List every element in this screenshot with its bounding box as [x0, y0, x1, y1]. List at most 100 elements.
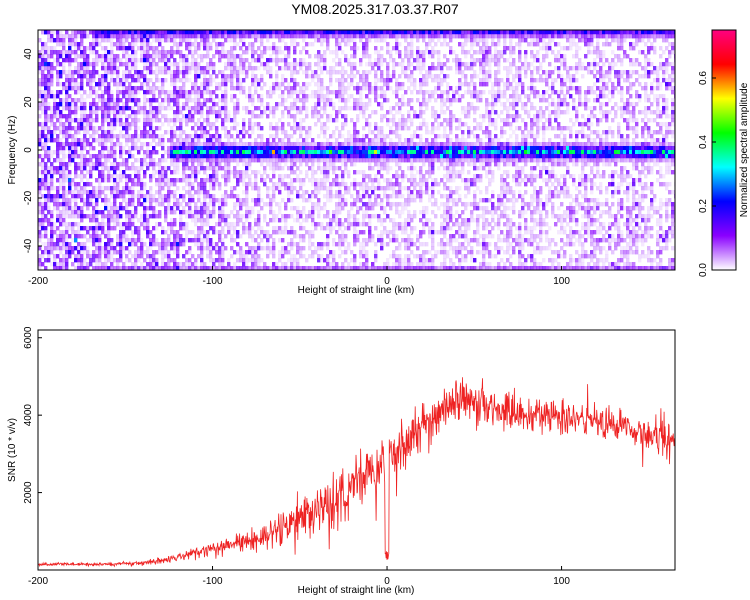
heatmap-cell — [389, 78, 393, 83]
heatmap-cell — [338, 86, 342, 91]
heatmap-cell — [179, 70, 183, 75]
heatmap-cell — [200, 94, 204, 99]
heatmap-cell — [107, 238, 111, 243]
heatmap-cell — [110, 162, 114, 167]
heatmap-cell — [299, 238, 303, 243]
heatmap-cell — [191, 82, 195, 87]
heatmap-cell — [164, 130, 168, 135]
heatmap-cell — [71, 58, 75, 63]
heatmap-cell — [152, 138, 156, 143]
heatmap-cell — [146, 46, 150, 51]
heatmap-cell — [164, 70, 168, 75]
heatmap-cell — [317, 186, 321, 191]
heatmap-cell — [89, 70, 93, 75]
heatmap-cell — [131, 46, 135, 51]
heatmap-cell — [401, 154, 405, 159]
heatmap-cell — [179, 94, 183, 99]
heatmap-cell — [290, 242, 294, 247]
heatmap-cell — [134, 142, 138, 147]
heatmap-cell — [344, 106, 348, 111]
heatmap-cell — [62, 214, 66, 219]
heatmap-cell — [68, 82, 72, 87]
heatmap-cell — [263, 218, 267, 223]
heatmap-cell — [341, 82, 345, 87]
heatmap-cell — [296, 106, 300, 111]
heatmap-cell — [65, 146, 69, 151]
heatmap-cell — [227, 142, 231, 147]
heatmap-cell — [38, 142, 42, 147]
heatmap-cell — [86, 46, 90, 51]
heatmap-cell — [206, 46, 210, 51]
heatmap-cell — [188, 250, 192, 255]
heatmap-cell — [92, 190, 96, 195]
heatmap-cell — [233, 118, 237, 123]
heatmap-cell — [137, 138, 141, 143]
heatmap-cell — [239, 138, 243, 143]
heatmap-cell — [239, 78, 243, 83]
heatmap-cell — [296, 190, 300, 195]
heatmap-cell — [398, 262, 402, 267]
heatmap-cell — [323, 50, 327, 55]
heatmap-cell — [164, 34, 168, 39]
heatmap-cell — [233, 66, 237, 71]
heatmap-cell — [245, 262, 249, 267]
heatmap-cell — [56, 178, 60, 183]
heatmap-cell — [137, 106, 141, 111]
heatmap-cell — [134, 70, 138, 75]
heatmap-cell — [185, 210, 189, 215]
heatmap-cell — [119, 230, 123, 235]
heatmap-cell — [275, 34, 279, 39]
heatmap-cell — [305, 62, 309, 67]
heatmap-cell — [41, 202, 45, 207]
heatmap-cell — [401, 146, 405, 151]
heatmap-cell — [383, 210, 387, 215]
heatmap-cell — [383, 114, 387, 119]
heatmap-cell — [59, 70, 63, 75]
heatmap-cell — [251, 262, 255, 267]
heatmap-cell — [389, 110, 393, 115]
heatmap-cell — [386, 146, 390, 151]
heatmap-cell — [245, 170, 249, 175]
heatmap-cell — [287, 214, 291, 219]
heatmap-cell — [68, 162, 72, 167]
heatmap-cell — [155, 46, 159, 51]
heatmap-cell — [368, 150, 372, 155]
heatmap-cell — [302, 62, 306, 67]
heatmap-cell — [233, 86, 237, 91]
heatmap-cell — [353, 38, 357, 43]
heatmap-cell — [173, 218, 177, 223]
heatmap-cell — [110, 62, 114, 67]
heatmap-cell — [257, 98, 261, 103]
heatmap-cell — [230, 82, 234, 87]
heatmap-cell — [212, 266, 216, 270]
heatmap-cell — [251, 182, 255, 187]
heatmap-cell — [59, 210, 63, 215]
heatmap-cell — [155, 98, 159, 103]
heatmap-cell — [293, 102, 297, 107]
heatmap-cell — [200, 102, 204, 107]
heatmap-cell — [377, 162, 381, 167]
heatmap-cell — [47, 246, 51, 251]
heatmap-cell — [338, 98, 342, 103]
heatmap-cell — [308, 154, 312, 159]
heatmap-cell — [284, 250, 288, 255]
heatmap-cell — [149, 102, 153, 107]
heatmap-cell — [101, 106, 105, 111]
heatmap-cell — [191, 154, 195, 159]
heatmap-cell — [98, 234, 102, 239]
heatmap-cell — [248, 230, 252, 235]
heatmap-cell — [164, 250, 168, 255]
heatmap-cell — [365, 222, 369, 227]
heatmap-cell — [383, 78, 387, 83]
heatmap-cell — [209, 138, 213, 143]
heatmap-cell — [248, 166, 252, 171]
heatmap-cell — [197, 34, 201, 39]
heatmap-cell — [53, 110, 57, 115]
heatmap-cell — [197, 246, 201, 251]
heatmap-cell — [395, 62, 399, 67]
heatmap-cell — [398, 258, 402, 263]
heatmap-cell — [377, 186, 381, 191]
heatmap-cell — [137, 198, 141, 203]
heatmap-cell — [152, 194, 156, 199]
heatmap-cell — [182, 198, 186, 203]
